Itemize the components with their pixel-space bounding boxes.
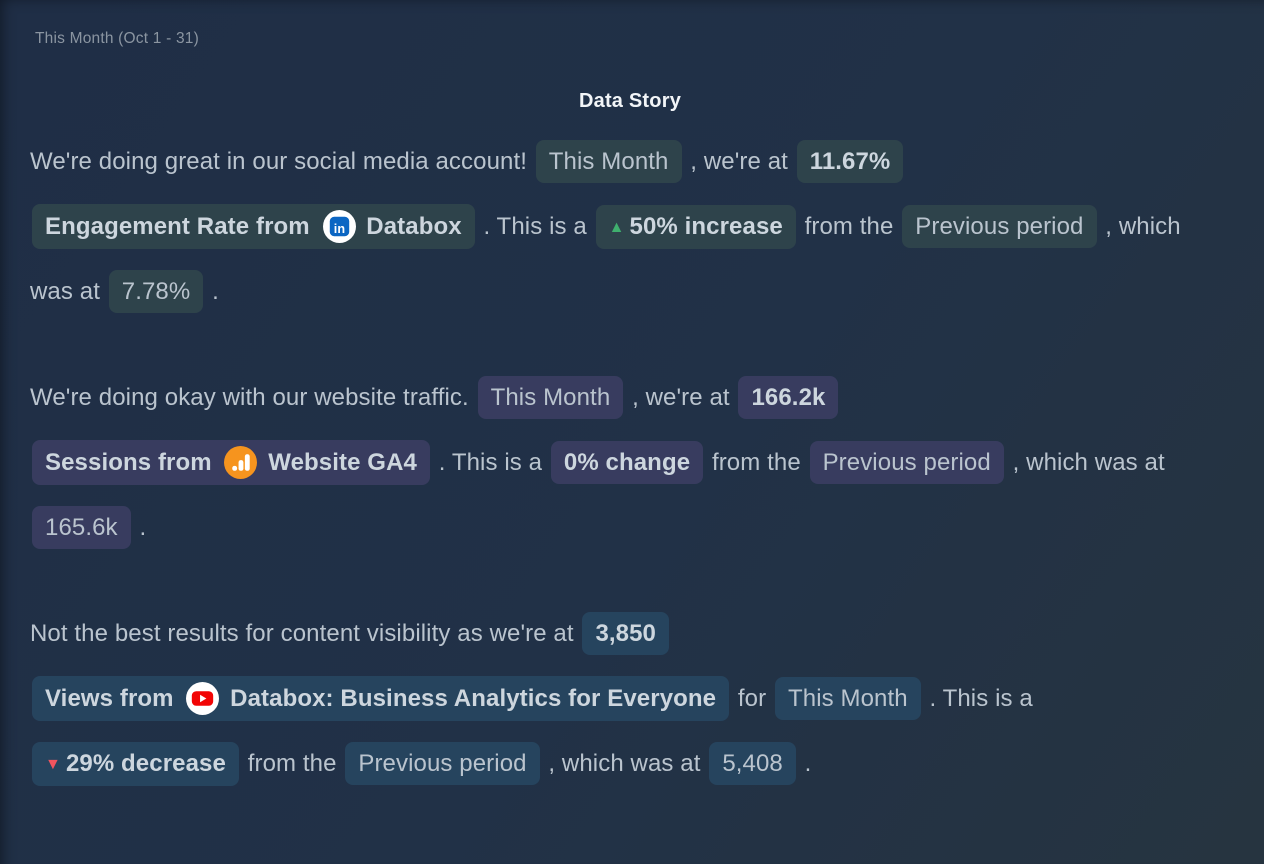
svg-text:in: in: [333, 222, 344, 236]
story-text: , we're at: [632, 384, 730, 411]
story-text: , which was at: [1012, 449, 1165, 476]
metric-label: Engagement Rate from: [45, 213, 310, 240]
metric-source-chip[interactable]: Engagement Rate from in Databox: [32, 204, 475, 249]
story-text: Not the best results for content visibil…: [30, 620, 574, 647]
google-analytics-icon: [224, 446, 258, 479]
story-text: . This is a: [438, 449, 543, 476]
change-label: 50% increase: [629, 213, 783, 240]
metric-value-chip[interactable]: 166.2k: [738, 376, 839, 419]
story-text: , we're at: [690, 148, 788, 175]
period-chip[interactable]: This Month: [774, 677, 921, 720]
change-chip[interactable]: ▼ 29% decrease: [32, 742, 239, 786]
story-text: .: [139, 514, 147, 541]
previous-value-chip[interactable]: 5,408: [709, 742, 796, 785]
story-text: from the: [711, 449, 801, 476]
metric-source-chip[interactable]: Sessions from Website GA4: [32, 440, 430, 485]
date-range-label[interactable]: This Month (Oct 1 - 31): [35, 30, 199, 47]
story-text: .: [804, 750, 812, 777]
previous-period-chip[interactable]: Previous period: [902, 205, 1097, 248]
story-text: from the: [804, 213, 894, 240]
metric-value-chip[interactable]: 3,850: [582, 612, 669, 655]
previous-value-chip[interactable]: 165.6k: [32, 506, 131, 549]
story-text: , which was at: [548, 750, 701, 777]
metric-label: Views from: [45, 685, 174, 712]
metric-source: Website GA4: [268, 449, 417, 476]
story-paragraph-content: Not the best results for content visibil…: [30, 601, 1230, 796]
period-chip[interactable]: This Month: [477, 376, 624, 419]
story-text: . This is a: [929, 685, 1033, 712]
metric-label: Sessions from: [45, 449, 212, 476]
story-text: for: [737, 685, 767, 712]
story-text: .: [212, 278, 219, 305]
story-paragraph-social: We're doing great in our social media ac…: [30, 129, 1230, 324]
story-text: , which was at: [30, 213, 1181, 305]
period-chip[interactable]: This Month: [535, 140, 682, 183]
change-chip[interactable]: ▲ 50% increase: [595, 205, 796, 249]
metric-source-chip[interactable]: Views from Databox: Business Analytics f…: [32, 676, 730, 721]
story-text: . This is a: [483, 213, 587, 240]
story-paragraph-traffic: We're doing okay with our website traffi…: [30, 365, 1230, 560]
change-chip[interactable]: 0% change: [550, 441, 704, 484]
metric-source: Databox: Business Analytics for Everyone: [230, 685, 717, 712]
linkedin-icon: in: [322, 210, 356, 243]
previous-period-chip[interactable]: Previous period: [345, 742, 540, 785]
youtube-icon: [186, 682, 220, 715]
metric-value-chip[interactable]: 11.67%: [796, 140, 904, 183]
previous-value-chip[interactable]: 7.78%: [108, 270, 204, 313]
story-text: from the: [247, 750, 337, 777]
story-text: We're doing okay with our website traffi…: [30, 384, 469, 411]
previous-period-chip[interactable]: Previous period: [809, 441, 1004, 484]
arrow-down-icon: ▼: [45, 756, 61, 773]
change-label: 29% decrease: [65, 750, 226, 777]
story-text: We're doing great in our social media ac…: [30, 148, 528, 175]
page-title: Data Story: [578, 90, 682, 112]
metric-source: Databox: [366, 213, 462, 240]
arrow-up-icon: ▲: [608, 219, 625, 236]
